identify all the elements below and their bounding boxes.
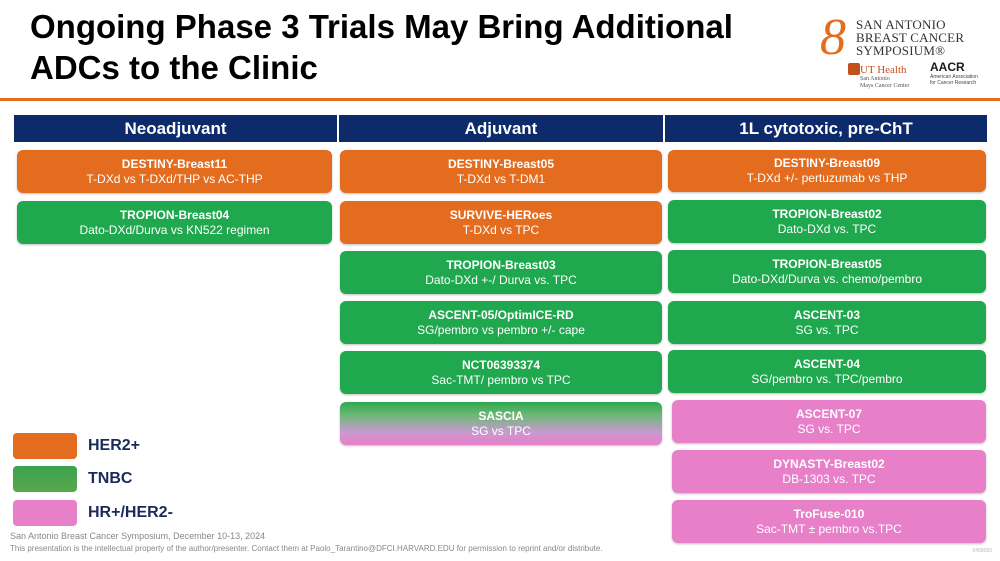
ut-star-icon bbox=[848, 63, 860, 75]
trial-box: TROPION-Breast04 Dato-DXd/Durva vs KN522… bbox=[17, 201, 332, 244]
trial-box: DESTINY-Breast09 T-DXd +/- pertuzumab vs… bbox=[668, 150, 986, 192]
trial-box: SURVIVE-HERoes T-DXd vs TPC bbox=[340, 201, 662, 244]
trial-desc: SG/pembro vs pembro +/- cape bbox=[417, 322, 585, 337]
trial-box: SASCIA SG vs TPC bbox=[340, 402, 662, 445]
trial-desc: Dato-DXd vs. TPC bbox=[777, 221, 877, 236]
aacr-sub-2: for Cancer Research bbox=[930, 80, 977, 86]
trial-box: ASCENT-05/OptimICE-RD SG/pembro vs pembr… bbox=[340, 301, 662, 344]
logo-text: SAN ANTONIO BREAST CANCER SYMPOSIUM® bbox=[856, 18, 964, 57]
trial-name: TroFuse-010 bbox=[793, 506, 865, 521]
ut-health-logo: UT Health San Antonio Mays Cancer Center bbox=[860, 64, 909, 90]
trial-name: ASCENT-05/OptimICE-RD bbox=[428, 307, 574, 322]
sabcs-ribbon-icon: 8 bbox=[820, 9, 846, 66]
trial-box: NCT06393374 Sac-TMT/ pembro vs TPC bbox=[340, 351, 662, 394]
trial-name: ASCENT-03 bbox=[793, 307, 861, 322]
trial-box: DESTINY-Breast11 T-DXd vs T-DXd/THP vs A… bbox=[17, 150, 332, 193]
aacr-sub-1: American Association bbox=[930, 74, 978, 80]
trial-box: TROPION-Breast03 Dato-DXd +-/ Durva vs. … bbox=[340, 251, 662, 294]
trial-name: TROPION-Breast05 bbox=[772, 256, 882, 271]
trial-box: TroFuse-010 Sac-TMT ± pembro vs.TPC bbox=[672, 500, 986, 543]
legend-label-her2: HER2+ bbox=[88, 437, 141, 454]
trial-name: DESTINY-Breast05 bbox=[447, 156, 555, 171]
trial-box: DYNASTY-Breast02 DB-1303 vs. TPC bbox=[672, 450, 986, 493]
aacr-label: AACR bbox=[930, 60, 965, 74]
legend-label-tnbc: TNBC bbox=[88, 470, 133, 487]
trial-box: DESTINY-Breast05 T-DXd vs T-DM1 bbox=[340, 150, 662, 193]
trial-box: ASCENT-07 SG vs. TPC bbox=[672, 400, 986, 443]
trial-name: DYNASTY-Breast02 bbox=[773, 456, 885, 471]
trial-name: TROPION-Breast04 bbox=[119, 207, 230, 222]
trial-desc: T-DXd vs T-DM1 bbox=[456, 171, 546, 186]
trial-desc: SG vs. TPC bbox=[797, 421, 861, 436]
trial-box: TROPION-Breast05 Dato-DXd/Durva vs. chem… bbox=[668, 250, 986, 293]
trial-desc: Dato-DXd/Durva vs. chemo/pembro bbox=[731, 271, 923, 286]
trial-desc: SG/pembro vs. TPC/pembro bbox=[751, 371, 903, 386]
trial-desc: Sac-TMT/ pembro vs TPC bbox=[431, 372, 571, 387]
trial-desc: SG vs. TPC bbox=[795, 322, 859, 337]
trial-desc: DB-1303 vs. TPC bbox=[782, 471, 876, 486]
title-divider bbox=[0, 98, 1000, 101]
trial-name: DESTINY-Breast11 bbox=[121, 156, 228, 171]
column-header-neoadjuvant: Neoadjuvant bbox=[14, 115, 337, 142]
trial-desc: Dato-DXd/Durva vs KN522 regimen bbox=[79, 222, 270, 237]
trial-desc: T-DXd vs T-DXd/THP vs AC-THP bbox=[86, 171, 263, 186]
trial-desc: T-DXd vs TPC bbox=[462, 222, 540, 237]
trial-name: ASCENT-07 bbox=[795, 406, 863, 421]
legend-swatch-her2 bbox=[13, 433, 77, 459]
trial-name: ASCENT-04 bbox=[793, 356, 861, 371]
aacr-logo: AACR American Association for Cancer Res… bbox=[930, 60, 978, 86]
sabcs-logo: 8 SAN ANTONIO BREAST CANCER SYMPOSIUM® U… bbox=[820, 12, 995, 92]
trial-name: DESTINY-Breast09 bbox=[773, 156, 881, 170]
footer-copyright: This presentation is the intellectual pr… bbox=[10, 544, 603, 553]
trial-desc: T-DXd +/- pertuzumab vs THP bbox=[746, 171, 908, 185]
logo-line-2: BREAST CANCER bbox=[856, 30, 965, 45]
trial-name: SASCIA bbox=[478, 408, 524, 423]
trial-name: TROPION-Breast03 bbox=[446, 257, 556, 272]
logo-line-1: SAN ANTONIO bbox=[856, 17, 946, 32]
legend-swatch-hr bbox=[13, 500, 77, 526]
trial-box: ASCENT-03 SG vs. TPC bbox=[668, 301, 986, 344]
trial-desc: SG vs TPC bbox=[471, 423, 531, 438]
trial-name: NCT06393374 bbox=[461, 357, 541, 372]
page-title: Ongoing Phase 3 Trials May Bring Additio… bbox=[30, 8, 733, 86]
trial-name: SURVIVE-HERoes bbox=[449, 207, 553, 222]
footer-conference: San Antonio Breast Cancer Symposium, Dec… bbox=[10, 531, 266, 541]
ut-sub-2: Mays Cancer Center bbox=[860, 83, 910, 89]
trial-box: TROPION-Breast02 Dato-DXd vs. TPC bbox=[668, 200, 986, 243]
column-header-adjuvant: Adjuvant bbox=[339, 115, 663, 142]
trial-desc: Sac-TMT ± pembro vs.TPC bbox=[756, 521, 902, 536]
column-header-1l: 1L cytotoxic, pre-ChT bbox=[665, 115, 987, 142]
legend-label-hr: HR+/HER2- bbox=[88, 504, 173, 521]
logo-line-3: SYMPOSIUM® bbox=[856, 43, 946, 58]
trial-box: ASCENT-04 SG/pembro vs. TPC/pembro bbox=[668, 350, 986, 393]
trial-name: TROPION-Breast02 bbox=[772, 206, 882, 221]
slide-code: 2408050 bbox=[972, 548, 992, 554]
trial-desc: Dato-DXd +-/ Durva vs. TPC bbox=[425, 272, 577, 287]
legend-swatch-tnbc bbox=[13, 466, 77, 492]
ut-health-label: UT Health bbox=[860, 64, 907, 76]
ut-sub-1: San Antonio bbox=[860, 76, 890, 82]
